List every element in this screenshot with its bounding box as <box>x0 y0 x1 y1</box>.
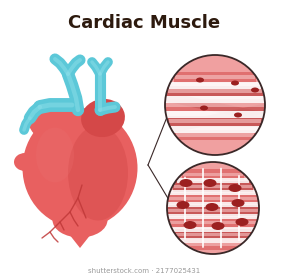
Ellipse shape <box>81 99 125 137</box>
Bar <box>184 239 242 249</box>
Bar <box>170 221 256 223</box>
Bar <box>183 172 243 176</box>
Bar <box>175 130 255 140</box>
Bar <box>167 86 263 96</box>
Polygon shape <box>165 103 265 135</box>
Ellipse shape <box>200 106 208 111</box>
Ellipse shape <box>229 184 242 192</box>
Ellipse shape <box>23 108 138 228</box>
Bar <box>171 125 259 132</box>
Bar <box>172 227 254 232</box>
Bar <box>176 133 254 137</box>
Circle shape <box>167 162 259 254</box>
Bar <box>175 75 255 79</box>
Bar <box>185 242 241 246</box>
Bar <box>165 95 265 102</box>
Bar <box>169 197 257 199</box>
Text: Cardiac Muscle: Cardiac Muscle <box>68 14 220 32</box>
Bar <box>165 99 265 111</box>
Ellipse shape <box>251 88 259 92</box>
Ellipse shape <box>205 203 218 211</box>
Bar <box>168 119 261 123</box>
Bar <box>168 193 258 204</box>
Ellipse shape <box>234 113 242 118</box>
Bar <box>169 216 257 227</box>
Ellipse shape <box>196 78 204 83</box>
Bar <box>170 190 256 195</box>
Bar <box>166 103 264 107</box>
Bar <box>167 204 259 216</box>
Ellipse shape <box>231 81 239 85</box>
Bar <box>174 185 252 188</box>
Ellipse shape <box>36 127 74 183</box>
Bar <box>168 213 258 218</box>
Text: shutterstock.com · 2177025431: shutterstock.com · 2177025431 <box>88 268 200 274</box>
Ellipse shape <box>203 179 216 187</box>
Bar <box>168 116 262 127</box>
Circle shape <box>165 55 265 155</box>
Ellipse shape <box>14 153 36 171</box>
Bar <box>174 71 256 83</box>
Ellipse shape <box>177 201 190 209</box>
Bar <box>166 111 264 118</box>
Ellipse shape <box>184 221 197 229</box>
Bar <box>167 202 259 207</box>
Polygon shape <box>165 91 265 123</box>
Ellipse shape <box>212 222 225 230</box>
Bar <box>177 178 249 183</box>
Ellipse shape <box>53 202 108 237</box>
Bar <box>176 232 250 235</box>
Bar <box>169 81 261 88</box>
Ellipse shape <box>68 125 128 221</box>
Ellipse shape <box>236 218 249 226</box>
Bar <box>168 89 262 93</box>
Bar <box>173 181 253 192</box>
Bar <box>182 169 244 179</box>
Bar <box>175 228 251 239</box>
Ellipse shape <box>28 101 82 143</box>
Bar <box>180 237 246 242</box>
Polygon shape <box>50 210 110 248</box>
Bar <box>168 209 258 211</box>
Ellipse shape <box>231 199 244 207</box>
Ellipse shape <box>179 179 192 187</box>
